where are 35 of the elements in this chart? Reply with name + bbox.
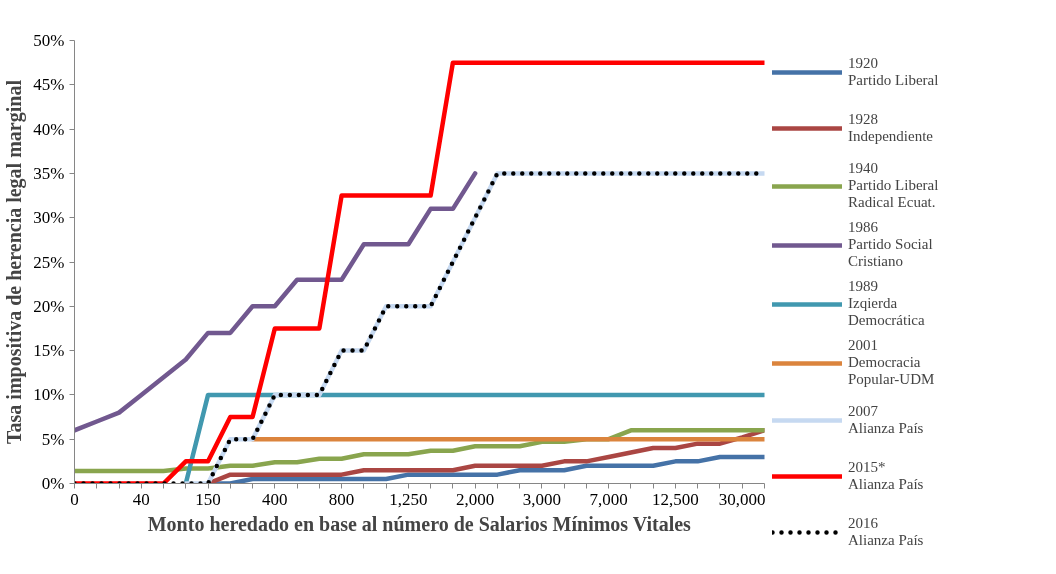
legend-label: 1989 Izqierda Democrática — [848, 278, 925, 329]
x-axis-title: Monto heredado en base al número de Salarios Mínimos Vitales — [147, 512, 692, 535]
y-axis-title: Tasa impositiva de herencia legal marginal — [3, 79, 27, 444]
x-tick-label: 12,500 — [652, 489, 699, 509]
x-tick-label: 7,000 — [589, 489, 628, 509]
y-tick-label: 10% — [33, 385, 65, 405]
x-tick-label: 800 — [328, 489, 355, 509]
x-tick-label: 3,000 — [522, 489, 562, 509]
y-tick-label: 0% — [41, 474, 65, 493]
y-tick-label: 25% — [33, 252, 65, 272]
line-series — [74, 428, 765, 474]
y-tick-label: 50% — [33, 31, 65, 50]
y-tick-label: 35% — [33, 163, 65, 183]
legend-label: 2001 Democracia Popular-UDM — [848, 337, 935, 388]
x-tick-label: 30,000 — [718, 489, 766, 509]
legend-label: 1920 Partido Liberal — [848, 54, 939, 90]
x-tick-label: 0 — [70, 489, 79, 509]
line-series — [74, 171, 478, 433]
legend-label: 1928 Independiente — [848, 110, 933, 146]
x-tick-label: 150 — [195, 489, 221, 509]
x-tick-label: 1,250 — [389, 489, 428, 509]
x-tick-label: 2,000 — [456, 489, 495, 509]
y-tick-label: 15% — [33, 341, 65, 361]
legend-label: 1986 Partido Social Cristiano — [848, 219, 933, 270]
y-tick-label: 45% — [33, 75, 65, 95]
y-tick-label: 20% — [33, 296, 65, 316]
legend-label: 2015* Alianza País — [848, 458, 924, 494]
legend-label: 1940 Partido Liberal Radical Ecuat. — [848, 160, 939, 211]
x-tick-label: 40 — [132, 489, 150, 509]
legend-label: 2016 Alianza País — [848, 514, 924, 550]
x-tick-label: 400 — [262, 489, 288, 509]
y-tick-label: 40% — [33, 119, 65, 139]
legend-label: 2007 Alianza País — [848, 402, 924, 438]
y-tick-label: 30% — [33, 208, 65, 228]
y-tick-label: 5% — [41, 429, 65, 449]
